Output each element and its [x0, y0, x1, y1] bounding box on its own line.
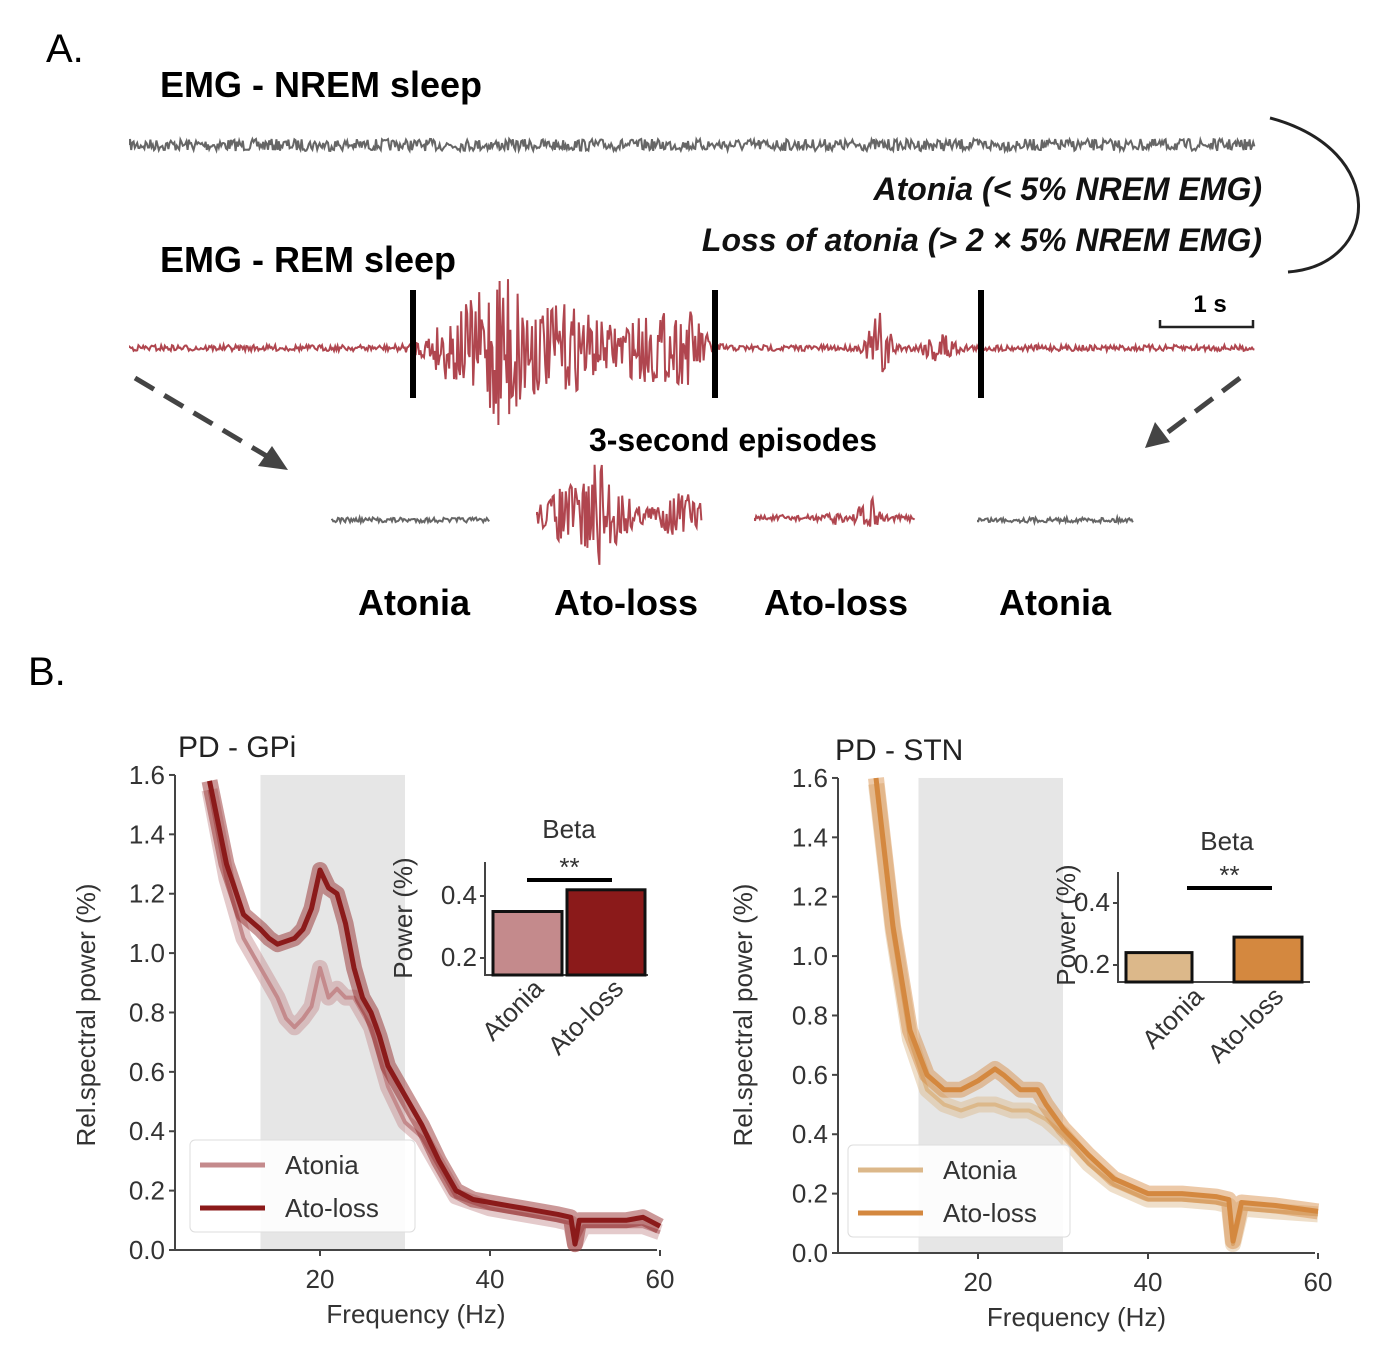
- y-tick-label: 1.6: [792, 763, 828, 793]
- x-tick-label: 20: [306, 1264, 335, 1294]
- inset-bar-atonia: [1124, 951, 1194, 984]
- inset-y-tick-label: 0.2: [1074, 949, 1110, 979]
- y-tick-label: 1.4: [129, 819, 165, 849]
- y-tick-label: 0.0: [792, 1238, 828, 1268]
- y-tick-label: 0.6: [792, 1060, 828, 1090]
- y-axis-label: Rel.spectral power (%): [71, 884, 101, 1147]
- episode-trace-atonia: [331, 513, 490, 526]
- y-tick-label: 0.0: [129, 1235, 165, 1265]
- episode-label: Ato-loss: [554, 582, 698, 623]
- y-tick-label: 1.0: [792, 941, 828, 971]
- inset-category-label: Ato-loss: [1202, 981, 1290, 1069]
- episode-trace-ato-loss: [536, 464, 703, 565]
- episodes-title: 3-second episodes: [589, 422, 877, 458]
- legend-label: Atonia: [285, 1150, 359, 1180]
- y-tick-label: 1.2: [792, 882, 828, 912]
- inset-y-tick-label: 0.2: [441, 942, 477, 972]
- x-tick-label: 60: [1304, 1267, 1333, 1297]
- inset-category-label: Atonia: [1136, 981, 1210, 1055]
- chart-pd-stn: PD - STN 0.0 0.2 0.4 0.6 0.8 1.0 1.2 1.4 1.6 20 40 6…: [728, 734, 1332, 1332]
- series-line-ato-loss: [207, 780, 662, 1247]
- arrows: [133, 375, 1242, 461]
- episode-markers: [410, 290, 984, 398]
- arrow-right: [1158, 376, 1242, 440]
- inset-category-label: Atonia: [476, 973, 550, 1047]
- inset-title: Beta: [1200, 826, 1254, 856]
- x-tick-label: 40: [476, 1264, 505, 1294]
- x-axis-label: Frequency (Hz): [987, 1302, 1166, 1332]
- panel-b-label: B.: [28, 650, 66, 694]
- episode-label: Atonia: [358, 582, 471, 623]
- rule-atonia: Atonia (< 5% NREM EMG): [873, 171, 1262, 207]
- y-axis-label: Rel.spectral power (%): [728, 884, 758, 1147]
- rem-title: EMG - REM sleep: [160, 239, 456, 280]
- significance-stars: **: [559, 852, 579, 882]
- x-tick-label: 20: [964, 1267, 993, 1297]
- inset-y-axis-label: Power (%): [388, 857, 418, 978]
- y-tick-label: 0.8: [792, 1000, 828, 1030]
- inset-y-axis-label: Power (%): [1051, 864, 1081, 985]
- x-tick-label: 40: [1134, 1267, 1163, 1297]
- y-tick-label: 1.2: [129, 879, 165, 909]
- scale-bar: [1158, 320, 1255, 329]
- inset-bar-ato-loss: [1232, 935, 1304, 984]
- y-tick-label: 1.4: [792, 822, 828, 852]
- y-tick-label: 0.4: [129, 1116, 165, 1146]
- legend-label: Ato-loss: [285, 1193, 379, 1223]
- episode-trace-atonia: [977, 513, 1134, 527]
- y-tick-label: 0.2: [792, 1179, 828, 1209]
- y-tick-label: 0.6: [129, 1057, 165, 1087]
- rule-loss-of-atonia: Loss of atonia (> 2 × 5% NREM EMG): [702, 222, 1262, 258]
- legend: Atonia Ato-loss: [189, 1139, 416, 1233]
- inset-bar-atonia: [491, 910, 564, 977]
- legend-label: Atonia: [943, 1155, 1017, 1185]
- y-tick-label: 1.0: [129, 938, 165, 968]
- arrow-left: [133, 375, 272, 461]
- panel-a-label: A.: [46, 27, 84, 71]
- scale-bar-label: 1 s: [1193, 291, 1226, 318]
- series-line-ato-loss: [873, 777, 1319, 1244]
- inset-y-tick-label: 0.4: [1074, 887, 1110, 917]
- x-axis-label: Frequency (Hz): [326, 1299, 505, 1329]
- inset-title: Beta: [542, 814, 596, 844]
- y-tick-label: 0.8: [129, 997, 165, 1027]
- arrow-head-icon: [1145, 422, 1170, 448]
- legend: Atonia Ato-loss: [847, 1144, 1071, 1238]
- y-tick-label: 0.4: [792, 1119, 828, 1149]
- inset-category-label: Ato-loss: [542, 973, 630, 1061]
- inset-bar-ato-loss: [565, 888, 647, 977]
- bracket: [1269, 116, 1360, 274]
- significance-stars: **: [1219, 860, 1239, 890]
- legend-label: Ato-loss: [943, 1198, 1037, 1228]
- chart-pd-gpi: PD - GPi 0.0 0.2 0.4 0.6 0.8 1.0 1.2 1.4 1.6 20 40 6…: [71, 731, 674, 1329]
- nrem-title: EMG - NREM sleep: [160, 64, 482, 105]
- nrem-emg-trace: [129, 135, 1256, 155]
- chart-title: PD - STN: [835, 734, 963, 767]
- episode-label: Atonia: [999, 582, 1112, 623]
- arrow-head-icon: [258, 446, 288, 470]
- rem-emg-trace: [129, 279, 1255, 426]
- inset-y-tick-label: 0.4: [441, 880, 477, 910]
- chart-title: PD - GPi: [178, 731, 296, 764]
- x-tick-label: 60: [646, 1264, 675, 1294]
- y-tick-label: 1.6: [129, 760, 165, 790]
- episode-label: Ato-loss: [764, 582, 908, 623]
- y-tick-label: 0.2: [129, 1176, 165, 1206]
- episode-trace-ato-loss: [754, 494, 916, 528]
